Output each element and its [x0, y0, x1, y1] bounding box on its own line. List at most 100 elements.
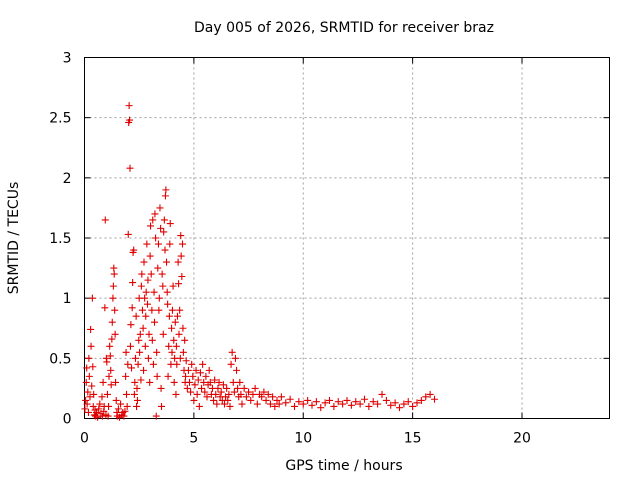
data-point — [109, 282, 117, 290]
data-point — [174, 258, 182, 266]
data-point — [253, 400, 261, 408]
data-point — [211, 376, 219, 384]
data-point — [162, 186, 170, 194]
data-point — [136, 348, 144, 356]
data-point — [176, 354, 184, 362]
data-point — [105, 372, 113, 380]
data-point — [170, 378, 178, 386]
data-point — [295, 398, 303, 406]
data-point — [203, 393, 211, 401]
y-tick-label: 2 — [63, 171, 72, 187]
data-point — [273, 396, 281, 404]
y-tick-label: 0.5 — [49, 351, 71, 367]
data-point — [151, 210, 159, 218]
data-point — [249, 390, 257, 398]
data-point — [125, 102, 133, 110]
data-point — [238, 400, 246, 408]
data-point — [184, 366, 192, 374]
data-point — [202, 372, 210, 380]
data-point — [88, 294, 96, 302]
data-point — [378, 390, 386, 398]
data-point — [158, 402, 165, 410]
data-point — [245, 388, 253, 396]
data-point — [146, 378, 154, 386]
data-point — [369, 398, 377, 406]
data-point — [120, 412, 128, 420]
data-point — [104, 412, 112, 420]
grid-lines — [84, 57, 610, 419]
data-point — [84, 388, 92, 396]
data-point — [175, 280, 183, 288]
data-point — [352, 398, 360, 406]
data-point — [149, 360, 157, 368]
data-point — [110, 270, 118, 278]
data-point — [189, 372, 197, 380]
data-point — [356, 400, 364, 408]
data-point — [286, 395, 294, 403]
data-point — [169, 282, 177, 290]
data-point — [387, 401, 395, 409]
data-point — [112, 396, 120, 404]
data-point — [82, 396, 90, 404]
data-point — [128, 304, 136, 312]
data-point — [138, 306, 146, 314]
data-point — [188, 360, 196, 368]
data-point — [409, 402, 417, 410]
data-point — [114, 405, 122, 413]
data-point — [161, 192, 169, 200]
data-point — [264, 390, 272, 398]
data-point — [224, 396, 232, 404]
data-point — [164, 300, 172, 308]
data-point — [396, 404, 403, 412]
data-point — [266, 400, 274, 408]
data-point — [193, 390, 201, 398]
data-point — [167, 360, 175, 368]
data-point — [94, 413, 102, 421]
data-point — [122, 348, 130, 356]
data-point — [84, 408, 92, 416]
data-point — [176, 306, 184, 314]
data-point — [131, 354, 139, 362]
data-point — [101, 216, 109, 224]
data-point — [163, 258, 171, 266]
data-point — [106, 352, 114, 360]
data-point — [219, 381, 227, 389]
data-point — [186, 378, 193, 386]
data-point — [130, 246, 138, 254]
data-point — [347, 401, 355, 409]
data-point — [269, 393, 277, 401]
data-point — [87, 325, 95, 333]
data-point — [210, 396, 218, 404]
data-point — [147, 222, 155, 230]
data-point — [103, 390, 111, 398]
data-point — [213, 400, 221, 408]
y-tick-label: 1 — [63, 291, 72, 307]
data-point — [228, 348, 236, 356]
data-point — [230, 388, 238, 396]
data-point — [166, 240, 174, 248]
y-axis-label: SRMTID / TECUs — [6, 182, 22, 295]
data-point — [413, 399, 421, 407]
data-point — [126, 116, 134, 124]
data-point — [171, 318, 179, 326]
data-point — [124, 230, 132, 238]
data-point — [234, 384, 242, 392]
data-point — [172, 390, 180, 398]
data-point — [101, 304, 109, 312]
data-point — [87, 342, 95, 350]
data-point — [133, 396, 141, 404]
data-point — [147, 270, 155, 278]
data-point — [198, 384, 206, 392]
data-point — [81, 405, 89, 413]
data-point — [205, 366, 213, 374]
data-point — [107, 381, 115, 389]
data-point — [173, 360, 181, 368]
data-point — [111, 306, 119, 314]
data-point — [129, 279, 137, 287]
data-point — [217, 388, 225, 396]
data-point — [141, 342, 149, 350]
data-point — [212, 390, 220, 398]
data-point — [343, 396, 351, 404]
data-point — [137, 282, 145, 290]
data-point — [258, 393, 266, 401]
